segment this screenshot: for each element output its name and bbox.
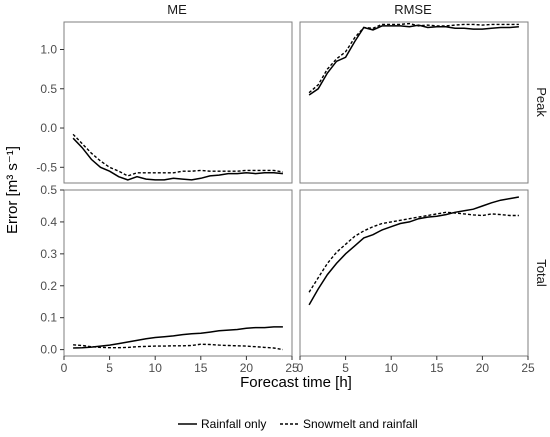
panel-frame-total-me — [63, 189, 293, 357]
series-snowmelt-and-rainfall-total-rmse — [308, 211, 519, 293]
series-rainfall-only-total-me — [73, 326, 283, 349]
x-tick-label-total-me-5: 25 — [285, 361, 299, 375]
y-tick-label-total-me-1: 0.1 — [40, 311, 57, 325]
y-tick-label-peak-me-1: 0.0 — [40, 121, 57, 135]
row-label-total: Total — [534, 259, 549, 287]
series-snowmelt-and-rainfall-peak-rmse — [308, 22, 519, 94]
x-tick-label-total-me-3: 15 — [194, 361, 208, 375]
series-rainfall-only-total-rmse — [308, 196, 520, 306]
x-tick-label-total-rmse-5: 25 — [521, 361, 535, 375]
x-tick-label-total-rmse-3: 15 — [430, 361, 444, 375]
y-tick-label-total-me-4: 0.4 — [40, 215, 57, 229]
y-tick-label-total-me-3: 0.3 — [40, 247, 57, 261]
panels: -0.5 0.0 0.5 1.0 0 5 10 15 20 25 0.0 0.1 0.2 0.3 0.4 0.… — [36, 21, 535, 375]
series-snowmelt-and-rainfall-peak-me — [72, 133, 284, 177]
y-tick-label-total-me-0: 0.0 — [40, 343, 57, 357]
legend: Rainfall only Snowmelt and rainfall — [178, 417, 418, 431]
x-tick-label-total-rmse-0: 0 — [297, 361, 304, 375]
panel-frame-peak-me — [63, 21, 293, 184]
legend-label-snowmelt: Snowmelt and rainfall — [303, 417, 418, 431]
panel-frame-total-rmse — [299, 189, 529, 357]
col-label-rmse: RMSE — [394, 2, 432, 17]
legend-label-rainfall: Rainfall only — [201, 417, 266, 431]
x-tick-label-total-me-1: 5 — [106, 361, 113, 375]
x-tick-label-total-rmse-4: 20 — [476, 361, 490, 375]
y-tick-label-peak-me-2: 0.5 — [40, 82, 57, 96]
x-tick-label-total-me-0: 0 — [61, 361, 68, 375]
x-tick-label-total-rmse-2: 10 — [385, 361, 399, 375]
series-rainfall-only-peak-me — [72, 137, 283, 181]
y-tick-label-peak-me-3: 1.0 — [40, 42, 57, 56]
y-axis-label: Error [m³ s⁻¹] — [4, 146, 21, 234]
y-tick-label-total-me-2: 0.2 — [40, 279, 57, 293]
x-tick-label-total-rmse-1: 5 — [342, 361, 349, 375]
y-tick-label-peak-me-0: -0.5 — [36, 160, 57, 174]
x-axis-label: Forecast time [h] — [240, 374, 352, 391]
row-label-peak: Peak — [534, 87, 549, 117]
y-tick-label-total-me-5: 0.5 — [40, 183, 57, 197]
series-snowmelt-and-rainfall-total-me — [73, 343, 284, 351]
series-rainfall-only-peak-rmse — [308, 24, 519, 96]
col-label-me: ME — [167, 2, 187, 17]
x-tick-label-total-me-2: 10 — [149, 361, 163, 375]
x-tick-label-total-me-4: 20 — [240, 361, 254, 375]
panel-frame-peak-rmse — [299, 21, 529, 184]
